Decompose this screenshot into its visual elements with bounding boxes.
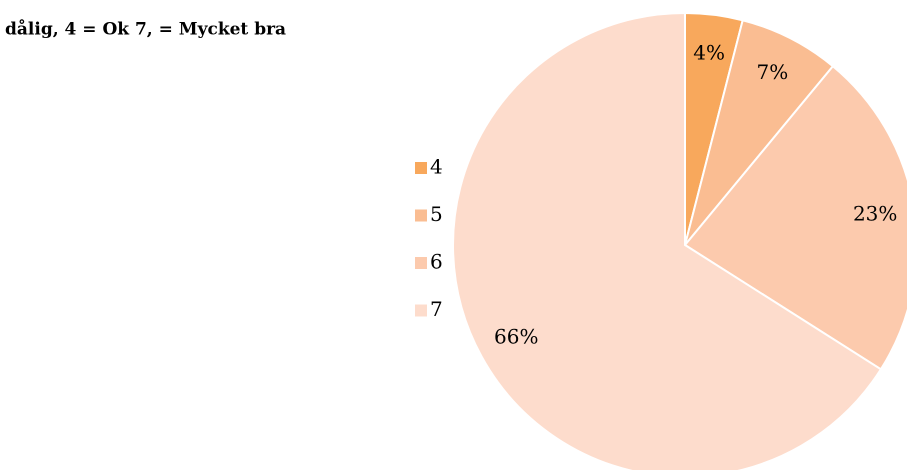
data-label: 7% xyxy=(757,60,789,84)
legend-label: 7 xyxy=(430,297,443,321)
legend-swatch xyxy=(415,257,427,269)
legend-swatch xyxy=(415,209,427,222)
legend-label: 5 xyxy=(430,202,443,226)
data-label: 4% xyxy=(693,40,725,64)
pie-slice xyxy=(683,64,907,371)
legend-swatch xyxy=(415,304,427,317)
legend-label: 4 xyxy=(430,155,443,179)
pie-slice xyxy=(684,19,835,246)
pie-slice xyxy=(452,11,883,470)
data-label: 66% xyxy=(494,324,538,348)
chart-subtitle: dålig, 4 = Ok 7, = Mycket bra xyxy=(5,19,286,40)
legend-label: 6 xyxy=(430,250,443,274)
data-label: 23% xyxy=(853,201,897,225)
legend-swatch xyxy=(415,162,427,174)
